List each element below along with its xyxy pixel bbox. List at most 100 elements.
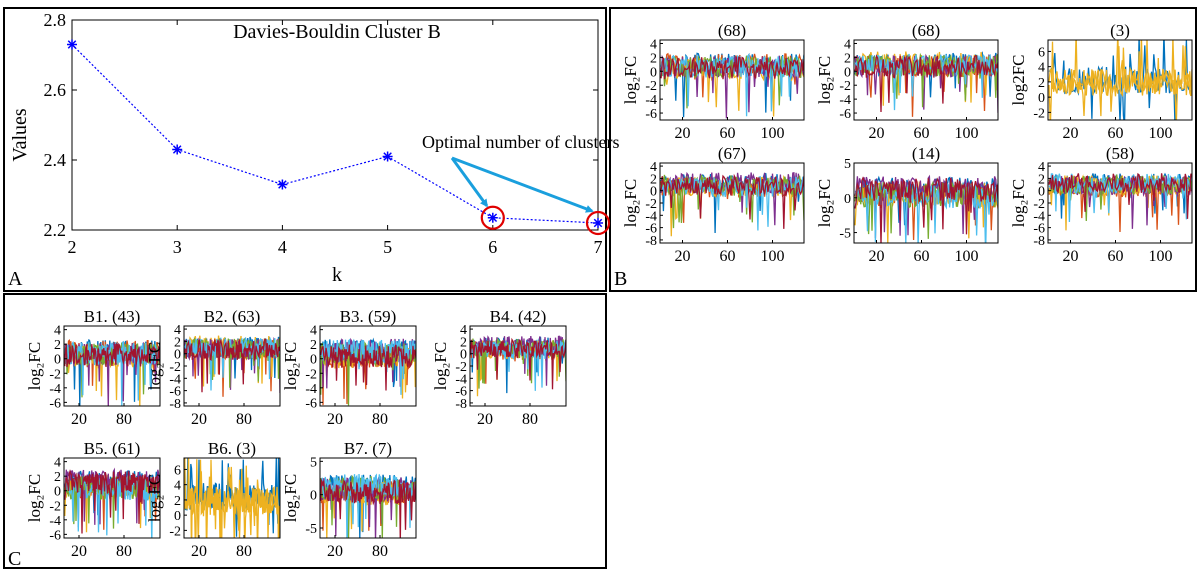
chart-b-series-line xyxy=(854,176,998,243)
chart-b-subplot-ylabel: log₂FC xyxy=(815,179,834,227)
chart-c-subplot-title: B2. (63) xyxy=(204,307,261,326)
chart-b-subplot-ylabel: log₂FC xyxy=(621,179,640,227)
chart-c-subplot-ylabel: log₂FC xyxy=(25,474,44,522)
chart-c-subplot: B7. (7) 5 0 -5 20 80 log₂FC xyxy=(281,439,417,560)
chart-a-title: Davies-Bouldin Cluster B xyxy=(233,21,441,43)
chart-b-ytick-label: 0 xyxy=(844,192,851,207)
panel-label-c: C xyxy=(8,548,21,570)
chart-b-xtick-label: 100 xyxy=(955,125,979,142)
chart-c-subplot-title: B4. (42) xyxy=(490,307,547,326)
chart-b-ytick-label: 0 xyxy=(650,65,657,80)
chart-a-ytick-label: 2.6 xyxy=(44,80,67,100)
chart-c-series-group xyxy=(470,335,566,397)
chart-c-ytick-label: 4 xyxy=(174,479,181,494)
chart-b-ytick-label: -4 xyxy=(839,93,851,108)
chart-a-point xyxy=(67,39,77,50)
panel-label-b: B xyxy=(614,268,627,290)
panel-b-frame xyxy=(609,7,1197,292)
chart-c-ytick-label: 2 xyxy=(174,494,181,509)
chart-c-ytick-label: -2 xyxy=(455,360,467,375)
chart-b-series-group xyxy=(854,174,998,243)
chart-b-xtick-label: 100 xyxy=(1149,125,1173,142)
chart-b-series-group xyxy=(854,51,998,117)
chart-b-ytick-label: 0 xyxy=(1038,185,1045,200)
chart-c-ytick-label: 0 xyxy=(54,485,61,500)
chart-b-ytick-label: -2 xyxy=(1033,106,1045,121)
chart-b-subplot-title: (3) xyxy=(1110,21,1130,40)
chart-b-xtick-label: 20 xyxy=(869,125,885,142)
chart-c-subplot-title: B3. (59) xyxy=(340,307,397,326)
chart-b-ytick-label: 2 xyxy=(650,51,657,66)
chart-c-series-line xyxy=(470,337,566,390)
chart-b-ytick-label: -8 xyxy=(645,234,657,249)
chart-b-series-line xyxy=(1048,40,1192,120)
chart-a-series-line xyxy=(71,44,599,224)
chart-b-subplot-title: (14) xyxy=(912,144,940,163)
chart-c-xtick-label: 20 xyxy=(191,543,207,560)
chart-c-ytick-label: 0 xyxy=(174,348,181,363)
chart-b-ytick-label: 2 xyxy=(650,172,657,187)
chart-c-series-line xyxy=(184,458,280,538)
point-mark-d2 xyxy=(593,218,603,228)
chart-c-ytick-label: -8 xyxy=(455,397,467,412)
chart-c-ytick-label: -4 xyxy=(455,372,467,387)
chart-b-subplot-ylabel: log₂FC xyxy=(1009,179,1028,227)
chart-c-ytick-label: 4 xyxy=(310,324,317,339)
chart-b-axes-box xyxy=(659,39,805,121)
chart-c-subplot-ylabel: log₂FC xyxy=(431,342,450,390)
chart-b-ytick-label: 6 xyxy=(1038,45,1045,60)
chart-c-xtick-label: 80 xyxy=(236,543,252,560)
chart-c-ytick-label: -6 xyxy=(455,385,467,400)
chart-b-xtick-label: 100 xyxy=(761,248,785,265)
chart-c-ytick-label: -2 xyxy=(49,499,61,514)
chart-a-highlight-circle xyxy=(585,210,611,236)
chart-c-series-group xyxy=(184,335,280,397)
chart-b-series-group xyxy=(660,171,804,237)
chart-b-xtick-label: 60 xyxy=(914,125,930,142)
chart-b-ytick-label: -8 xyxy=(1033,234,1045,249)
chart-b-xtick-label: 20 xyxy=(1063,248,1079,265)
chart-b-series-line xyxy=(1048,172,1192,219)
chart-b-ytick-label: -4 xyxy=(645,93,657,108)
davies-bouldin-chart: Davies-Bouldin Cluster B k Values Optima… xyxy=(9,10,619,286)
chart-a-point xyxy=(277,179,288,190)
chart-a-annotation-arrow xyxy=(450,157,489,208)
point-mark-d2 xyxy=(278,180,287,189)
chart-c-subplot-title: B5. (61) xyxy=(84,439,141,458)
chart-b-xtick-label: 20 xyxy=(675,248,691,265)
chart-a-annotation-arrow xyxy=(451,156,594,213)
chart-b-ytick-label: 2 xyxy=(1038,76,1045,91)
chart-b-series-group xyxy=(1048,172,1192,233)
chart-c-axes-box xyxy=(63,457,161,539)
chart-b-ytick-label: 0 xyxy=(844,65,851,80)
chart-c-subplot-title: B7. (7) xyxy=(344,439,392,458)
chart-a-ylabel: Values xyxy=(9,108,31,162)
chart-b-ytick-label: -6 xyxy=(839,107,851,122)
chart-c-ytick-label: -2 xyxy=(305,367,317,382)
chart-b-subplot-title: (67) xyxy=(718,144,746,163)
chart-b-ytick-label: -6 xyxy=(645,222,657,237)
chart-b-xtick-label: 60 xyxy=(1108,248,1124,265)
chart-c-xtick-label: 20 xyxy=(71,411,87,428)
chart-b-ytick-label: 2 xyxy=(1038,172,1045,187)
chart-b-ytick-label: -2 xyxy=(839,79,851,94)
chart-b-subplot: (14) 5 0 -5 20 60 100 log₂FC xyxy=(815,144,999,265)
chart-c-subplot-ylabel: log₂FC xyxy=(281,342,300,390)
chart-b-xtick-label: 60 xyxy=(720,248,736,265)
chart-b-ytick-label: 5 xyxy=(844,157,851,172)
chart-c-ytick-label: 2 xyxy=(310,338,317,353)
chart-b-axes-box xyxy=(853,162,999,244)
chart-a-ytick-label: 2.4 xyxy=(44,150,67,170)
chart-a-axes-box xyxy=(71,19,599,231)
chart-a-xtick-label: 4 xyxy=(278,237,287,257)
chart-a-xtick-label: 3 xyxy=(173,237,182,257)
chart-b-ytick-label: 4 xyxy=(1038,160,1045,175)
chart-b-ytick-label: 4 xyxy=(650,37,657,52)
chart-c-series-group xyxy=(320,337,416,406)
chart-c-ytick-label: 4 xyxy=(460,323,467,338)
chart-c-ytick-label: 0 xyxy=(460,348,467,363)
